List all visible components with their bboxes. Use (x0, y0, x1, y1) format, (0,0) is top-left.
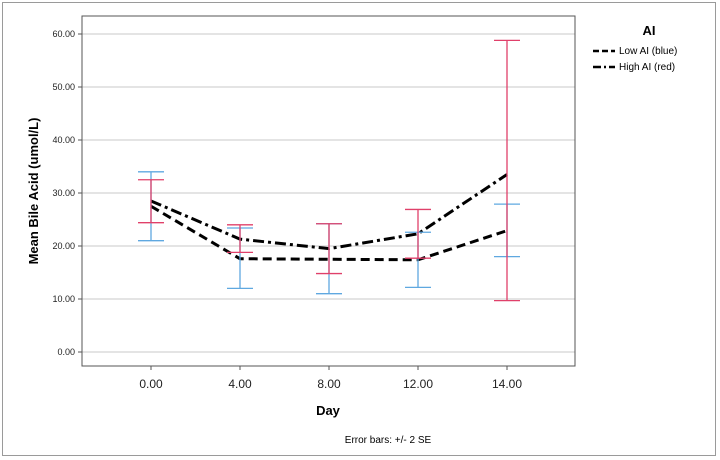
y-tick-label: 0.00 (57, 347, 75, 357)
y-tick-label: 30.00 (52, 188, 75, 198)
chart-svg: 0.00 10.00 20.00 30.00 40.00 50.00 60.00 0.00 4… (26, 15, 677, 446)
y-tick-labels: 0.00 10.00 20.00 30.00 40.00 50.00 60.00 (52, 29, 75, 357)
y-tick-label: 40.00 (52, 135, 75, 145)
y-tick-label: 20.00 (52, 241, 75, 251)
legend-label-high-ai: High AI (red) (619, 62, 675, 73)
y-tick-label: 50.00 (52, 82, 75, 92)
y-tick-label: 60.00 (52, 29, 75, 39)
error-bar-high-ai (316, 223, 342, 275)
x-tick-label: 4.00 (228, 377, 252, 391)
y-tick-label: 10.00 (52, 294, 75, 304)
error-bar-high-ai (227, 224, 253, 254)
y-axis-title: Mean Bile Acid (umol/L) (26, 118, 41, 265)
x-tick-label: 8.00 (317, 377, 341, 391)
legend-label-low-ai: Low AI (blue) (619, 46, 677, 57)
plot-area (81, 15, 576, 367)
chart-frame: 0.00 10.00 20.00 30.00 40.00 50.00 60.00 0.00 4… (2, 2, 716, 456)
x-tick-labels: 0.00 4.00 8.00 12.00 14.00 (139, 366, 522, 391)
gridlines (78, 33, 575, 353)
x-tick-label: 12.00 (403, 377, 433, 391)
x-tick-label: 0.00 (139, 377, 163, 391)
error-bars (138, 39, 520, 302)
x-axis-title: Day (316, 403, 341, 418)
legend-title: AI (643, 23, 656, 38)
error-bar-high-ai (494, 39, 520, 302)
error-bar-high-ai (405, 208, 431, 259)
series-line-low-ai (150, 204, 508, 262)
error-bar-high-ai (138, 179, 164, 224)
x-tick-label: 14.00 (492, 377, 522, 391)
error-bars-footnote: Error bars: +/- 2 SE (345, 435, 432, 446)
legend: AI Low AI (blue) High AI (red) (593, 23, 677, 73)
